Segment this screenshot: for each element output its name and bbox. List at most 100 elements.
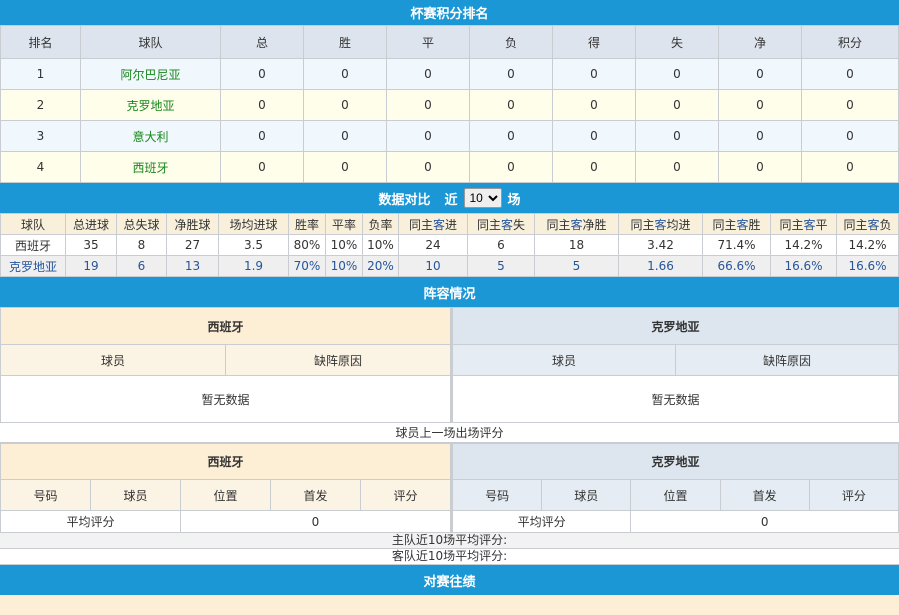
column-header: 球队	[80, 25, 221, 59]
stat-cell: 5	[534, 255, 619, 277]
column-header: 首发	[719, 479, 810, 511]
stat-cell: 0	[801, 58, 899, 90]
column-header: 平	[386, 25, 470, 59]
stat-cell: 14.2%	[836, 234, 899, 256]
away-team-name: 克罗地亚	[452, 443, 899, 480]
stat-cell: 10%	[325, 255, 363, 277]
stat-cell: 0	[220, 89, 304, 121]
h2h-title: 对赛往绩	[0, 565, 899, 595]
home-team-name: 西班牙	[0, 443, 451, 480]
away-avg-value: 0	[630, 510, 899, 533]
avg-label: 平均评分	[451, 510, 632, 533]
column-header: 首发	[270, 479, 361, 511]
column-header: 总进球	[65, 213, 117, 235]
stat-cell: 0	[469, 58, 553, 90]
stat-cell: 3	[0, 120, 81, 152]
avg-label: 平均评分	[0, 510, 181, 533]
stat-cell: 4	[0, 151, 81, 183]
stat-cell: 8	[116, 234, 167, 256]
stat-cell: 0	[220, 58, 304, 90]
stat-cell: 0	[718, 89, 802, 121]
stat-cell: 66.6%	[702, 255, 771, 277]
stat-cell: 5	[467, 255, 535, 277]
stat-cell: 0	[303, 151, 387, 183]
player-header: 球员	[0, 344, 226, 376]
home-absence-table: 西班牙 球员 缺阵原因 暂无数据	[0, 307, 451, 423]
unit-label: 场	[507, 192, 521, 208]
table-row: 克罗地亚 19 6 13 1.9 70% 10% 20% 10 5 5 1.66 66.6% 16.6% 1…	[0, 255, 899, 277]
stat-cell: 0	[469, 151, 553, 183]
stat-cell: 0	[552, 120, 636, 152]
column-header: 同主客失	[467, 213, 535, 235]
stat-cell: 16.6%	[770, 255, 837, 277]
stat-cell: 0	[303, 89, 387, 121]
column-header: 同主客胜	[702, 213, 771, 235]
column-header: 位置	[630, 479, 721, 511]
table-row: 2 克罗地亚 0 0 0 0 0 0 0 0	[0, 89, 899, 121]
stat-cell: 14.2%	[770, 234, 837, 256]
column-header: 净胜球	[166, 213, 219, 235]
stat-cell: 3.5	[218, 234, 289, 256]
column-header: 积分	[801, 25, 899, 59]
column-header: 场均进球	[218, 213, 289, 235]
stat-cell: 0	[801, 151, 899, 183]
table-row: 1 阿尔巴尼亚 0 0 0 0 0 0 0 0	[0, 58, 899, 90]
stat-cell: 0	[718, 120, 802, 152]
last-match-rating-title: 球员上一场出场评分	[0, 423, 899, 443]
team-name[interactable]: 西班牙	[80, 151, 221, 183]
standings-table: 排名 球队总胜平负得失净积分 1 阿尔巴尼亚 0 0 0 0 0 0 0 0 2 克罗地亚 0 0 0 0 0 0 0 0…	[0, 25, 899, 183]
reason-header: 缺阵原因	[225, 344, 451, 376]
home-rating-table: 西班牙 号码 球员 位置 首发 评分 平均评分 0	[0, 443, 451, 533]
column-header: 得	[552, 25, 636, 59]
stat-cell: 0	[552, 151, 636, 183]
h2h-filter-row	[0, 595, 899, 615]
column-header: 胜	[303, 25, 387, 59]
column-header: 球队	[0, 213, 66, 235]
stat-cell: 1	[0, 58, 81, 90]
stat-cell: 0	[386, 120, 470, 152]
team-name[interactable]: 阿尔巴尼亚	[80, 58, 221, 90]
stat-cell: 3.42	[618, 234, 703, 256]
column-header: 号码	[0, 479, 91, 511]
stat-cell: 0	[386, 89, 470, 121]
stat-cell: 70%	[288, 255, 326, 277]
team-name: 西班牙	[0, 234, 66, 256]
stat-cell: 80%	[288, 234, 326, 256]
match-count-select[interactable]: 10	[463, 188, 502, 208]
column-header: 总	[220, 25, 304, 59]
stat-cell: 0	[635, 89, 719, 121]
stat-cell: 0	[718, 151, 802, 183]
column-header: 胜率	[288, 213, 326, 235]
stat-cell: 16.6%	[836, 255, 899, 277]
stat-cell: 1.9	[218, 255, 289, 277]
compare-title: 数据对比	[378, 192, 431, 208]
column-header: 失	[635, 25, 719, 59]
column-header: 同主客平	[770, 213, 837, 235]
stat-cell: 0	[552, 58, 636, 90]
column-header: 负率	[362, 213, 399, 235]
stat-cell: 0	[303, 120, 387, 152]
player-header: 球员	[452, 344, 676, 376]
column-header: 同主客净胜	[534, 213, 619, 235]
column-header: 同主客均进	[618, 213, 703, 235]
stat-cell: 0	[220, 120, 304, 152]
team-name[interactable]: 意大利	[80, 120, 221, 152]
stat-cell: 0	[635, 151, 719, 183]
stat-cell: 0	[552, 89, 636, 121]
stat-cell: 0	[469, 120, 553, 152]
stat-cell: 0	[635, 58, 719, 90]
column-header: 位置	[180, 479, 271, 511]
empty-message: 暂无数据	[452, 375, 899, 423]
stat-cell: 0	[220, 151, 304, 183]
table-row: 西班牙 35 8 27 3.5 80% 10% 10% 24 6 18 3.42 71.4% 14.2% 1…	[0, 234, 899, 256]
away-rating-table: 克罗地亚 号码 球员 位置 首发 评分 平均评分 0	[451, 443, 899, 533]
lineup-title: 阵容情况	[0, 277, 899, 307]
stat-cell: 6	[116, 255, 167, 277]
column-header: 同主客进	[398, 213, 468, 235]
column-header: 排名	[0, 25, 81, 59]
stat-cell: 18	[534, 234, 619, 256]
column-header: 负	[469, 25, 553, 59]
team-name: 克罗地亚	[0, 255, 66, 277]
home-team-name: 西班牙	[0, 307, 451, 345]
team-name[interactable]: 克罗地亚	[80, 89, 221, 121]
